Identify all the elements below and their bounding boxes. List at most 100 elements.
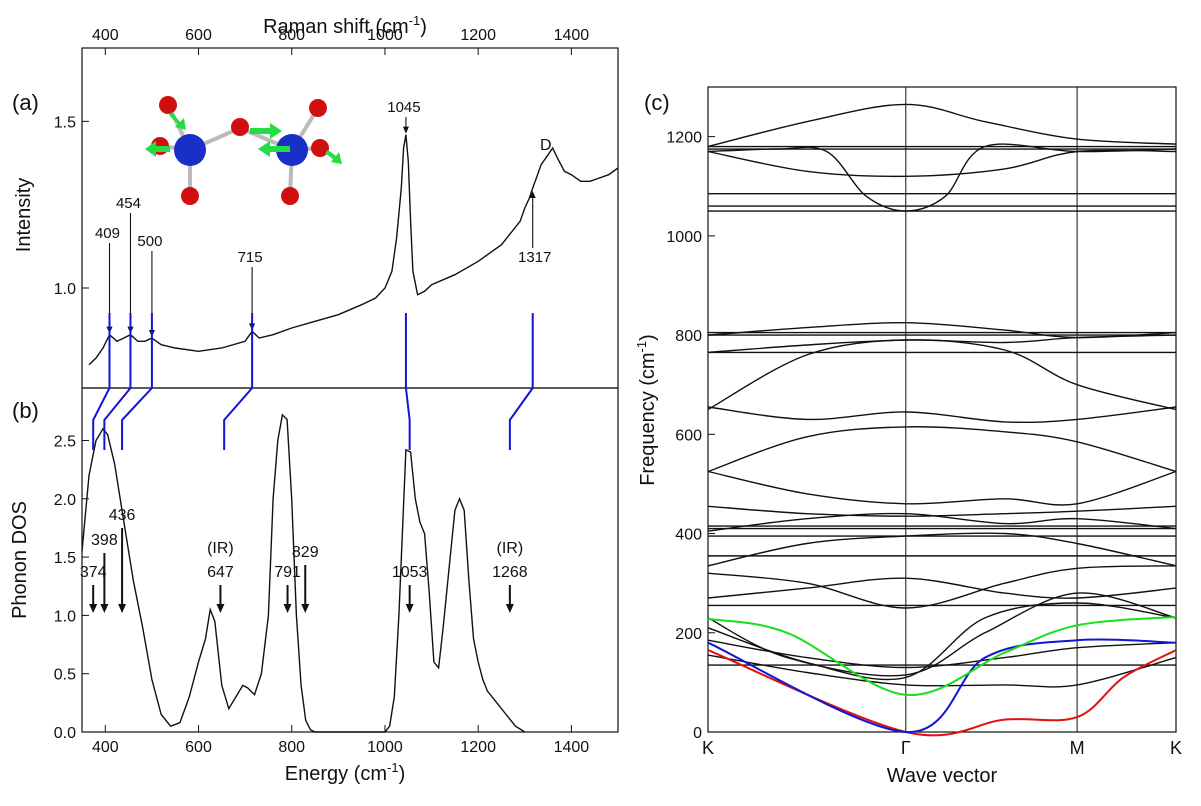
oxygen-atom [231, 118, 249, 136]
panel-a-y-ticks: 1.0 1.5 [54, 114, 89, 298]
mode-label: 1268 [492, 564, 528, 581]
panel-b-x-axis-label: Energy (cm-1) [285, 760, 405, 785]
peak-label: 1045 [387, 99, 420, 116]
x-tick-label: 400 [92, 739, 119, 756]
mode-label: 436 [109, 507, 136, 524]
oxygen-atom [311, 139, 329, 157]
x-tick-label: 1200 [460, 27, 496, 44]
oxygen-atom [159, 96, 177, 114]
peak-label: 454 [116, 195, 141, 212]
panel-b-x-ticks: 400 600 800 1000 1200 1400 [92, 725, 589, 756]
correlation-line [103, 313, 132, 450]
dispersive-branch [707, 602, 1177, 681]
panel-c-y-axis-label: Frequency (cm-1) [634, 334, 659, 486]
oxygen-atom [181, 187, 199, 205]
top-axis-label-sup: -1 [409, 13, 421, 28]
x-tick-label: 1400 [554, 739, 590, 756]
dispersive-branch [707, 339, 1177, 411]
dispersive-branch [707, 639, 1177, 669]
x-axis-label-close: ) [399, 763, 406, 785]
correlation-line [223, 313, 254, 450]
panel-b: 400 600 800 1000 1200 1400 0.0 0.5 1.0 1.5 2.0 2.5… [9, 313, 619, 785]
x-axis-label-sup: -1 [387, 760, 399, 775]
y-axis-label-main: Frequency (cm [637, 352, 659, 485]
dispersive-branch [707, 470, 1177, 506]
panel-c-x-axis-label: Wave vector [887, 765, 998, 787]
peak-arrow-head [402, 126, 409, 134]
metal-atom-right [276, 134, 308, 166]
y-axis-label-sup: -1 [634, 341, 649, 353]
dispersive-branch [707, 654, 1177, 688]
dispersive-branch [707, 406, 1177, 424]
correlation-line [508, 313, 534, 450]
dispersive-branch [707, 565, 1177, 609]
y-tick-label: 0 [693, 725, 702, 742]
peak-label: 715 [238, 249, 263, 266]
y-tick-label: 1200 [666, 130, 702, 147]
oxygen-atom [309, 99, 327, 117]
mode-label: 1053 [392, 564, 428, 581]
dispersive-branch [707, 532, 1177, 567]
panel-b-label: (b) [12, 398, 39, 423]
y-axis-label-close: ) [637, 334, 659, 341]
y-tick-label: 0.5 [54, 667, 76, 684]
panel-a: 400 600 800 1000 1200 1400 1.0 1.5 409 454 500 71… [12, 13, 619, 389]
y-tick-label: 200 [675, 626, 702, 643]
x-tick-label: 800 [278, 27, 305, 44]
y-tick-label: 2.0 [54, 492, 76, 509]
d-band-annotation: D [540, 137, 552, 154]
dispersive-branch [707, 321, 1177, 339]
mode-correlation-lines [92, 313, 534, 450]
dispersive-branch [707, 426, 1177, 473]
panel-c-frame [707, 86, 1177, 733]
x-tick-label: 600 [185, 27, 212, 44]
x-tick-label: 600 [185, 739, 212, 756]
mode-arrow-head [405, 604, 414, 613]
y-tick-label: 0.0 [54, 725, 76, 742]
raman-peak-labels: 409 454 500 715 1045 1317 [95, 99, 551, 337]
peak-label: 1317 [518, 249, 551, 266]
mode-labels: 374 398 436 (IR) 647 791 829 1053 (IR) 1268 [80, 507, 528, 613]
mode-arrow-head [216, 604, 225, 613]
mode-label: 374 [80, 564, 107, 581]
displacement-arrow-icon [325, 150, 342, 164]
dispersive-branch [707, 334, 1177, 354]
panel-a-label: (a) [12, 90, 39, 115]
acoustic-branch [707, 649, 1177, 737]
correlation-line [404, 313, 411, 450]
peak-arrow-head [529, 191, 536, 198]
y-tick-label: 600 [675, 427, 702, 444]
ir-label: (IR) [497, 540, 524, 557]
k-point-label: Γ [901, 738, 911, 758]
displacement-arrow-icon [258, 141, 290, 157]
panel-a-x-ticks: 400 600 800 1000 1200 1400 [92, 27, 589, 55]
x-tick-label: 1400 [554, 27, 590, 44]
mode-arrow-head [89, 604, 98, 613]
acoustic-branch [707, 615, 1177, 696]
peak-label: 500 [137, 233, 162, 250]
y-tick-label: 2.5 [54, 433, 76, 450]
y-tick-label: 1.0 [54, 608, 76, 625]
phonon-branches [707, 103, 1177, 737]
dispersive-branch [707, 103, 1177, 148]
y-tick-label: 800 [675, 328, 702, 345]
y-tick-label: 1.0 [54, 281, 76, 298]
mode-arrow-head [100, 604, 109, 613]
mode-arrow-head [505, 604, 514, 613]
x-tick-label: 1000 [367, 27, 403, 44]
y-tick-label: 1.5 [54, 114, 76, 131]
displacement-arrow-icon [169, 112, 186, 130]
panel-b-frame [81, 387, 619, 733]
k-point-label: K [702, 738, 714, 758]
ir-label: (IR) [207, 540, 234, 557]
peak-label: 409 [95, 225, 120, 242]
dispersive-branch [707, 577, 1177, 599]
mode-arrow-head [301, 604, 310, 613]
phonon-dos-line [81, 413, 526, 733]
correlation-line [121, 313, 153, 450]
x-tick-label: 1200 [460, 739, 496, 756]
panel-c-label: (c) [644, 90, 670, 115]
y-tick-label: 1000 [666, 229, 702, 246]
x-tick-label: 400 [92, 27, 119, 44]
